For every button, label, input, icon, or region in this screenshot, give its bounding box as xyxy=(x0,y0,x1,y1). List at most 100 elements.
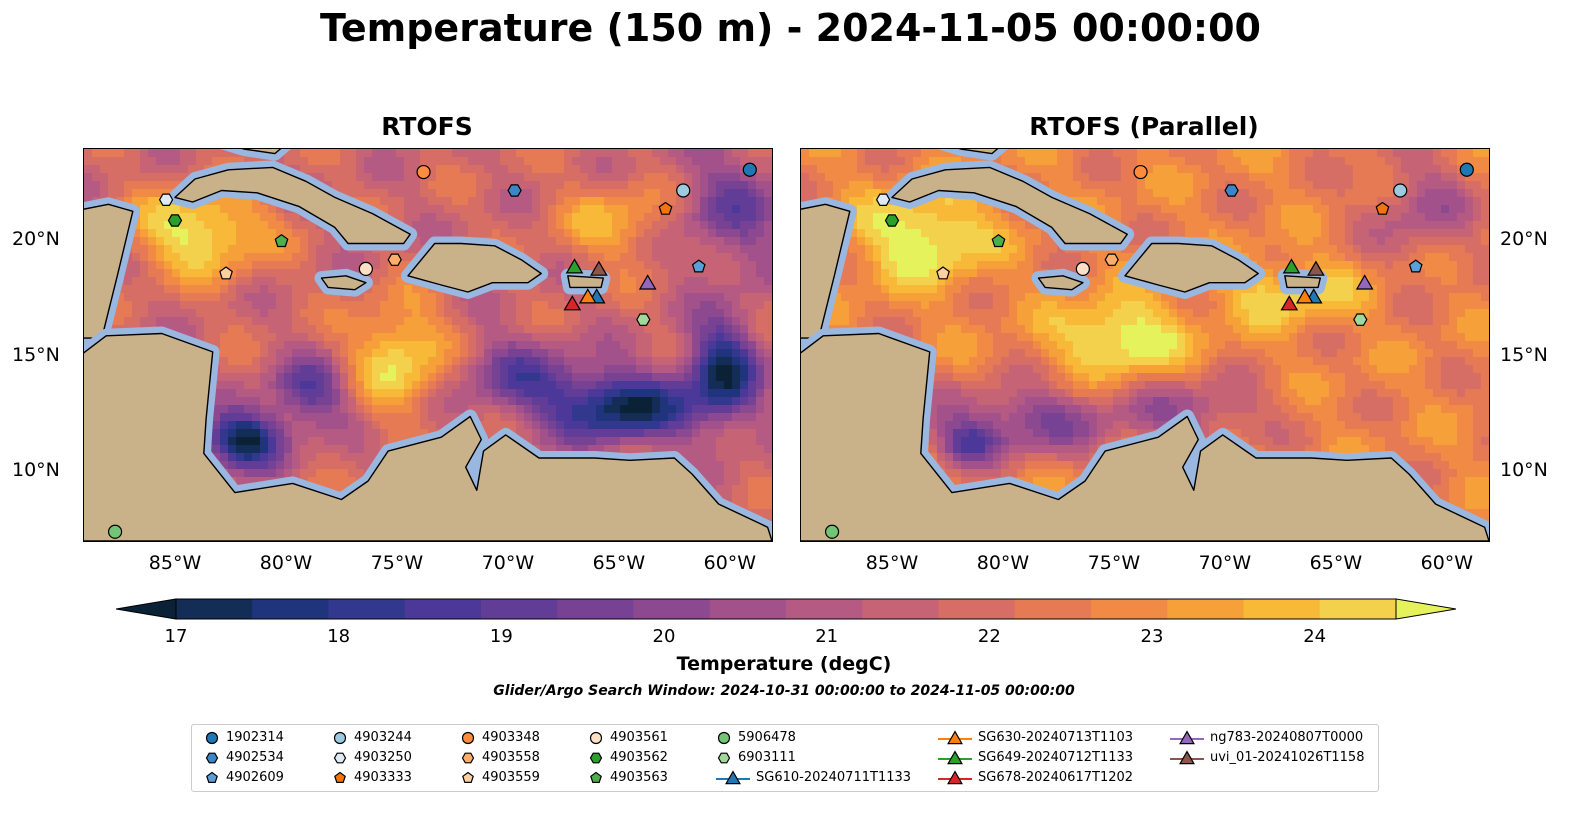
colorbar-tick-label: 24 xyxy=(1303,626,1327,647)
lon-tick-label: 70°W xyxy=(1198,552,1252,574)
lon-tick-label: 65°W xyxy=(1309,552,1363,574)
marker-4903561 xyxy=(358,261,373,277)
legend-label: 5906478 xyxy=(738,729,796,745)
land-florida xyxy=(220,149,291,161)
legend-label: ng783-20240807T0000 xyxy=(1210,729,1364,745)
legend-marker-triangle-icon xyxy=(938,770,972,785)
marker-4903563 xyxy=(274,233,289,248)
legend-marker-icon xyxy=(461,731,475,745)
marker-6903111 xyxy=(1353,313,1368,326)
lon-tick-label: 75°W xyxy=(370,552,424,574)
legend-item: 4903333 xyxy=(332,768,412,786)
legend-item: 4903348 xyxy=(460,728,540,746)
marker-4903562 xyxy=(167,214,183,227)
land-cuba xyxy=(885,160,1135,251)
marker-4903348 xyxy=(416,164,431,180)
panel-title-rtofs: RTOFS xyxy=(381,112,473,141)
colorbar-tick-label: 21 xyxy=(815,626,839,647)
marker-SG649-20240712T1133 xyxy=(1282,258,1301,274)
legend-marker-triangle-icon xyxy=(1170,730,1204,745)
colorbar-tick-label: 18 xyxy=(327,626,351,647)
legend-marker-icon xyxy=(334,771,346,783)
legend-marker-hexagon-icon xyxy=(205,752,219,764)
legend-marker-hexagon-icon xyxy=(461,752,475,764)
legend-label: SG649-20240712T1133 xyxy=(978,749,1134,765)
legend-item: 4902534 xyxy=(204,748,284,766)
marker-4902609 xyxy=(1408,259,1423,273)
lat-tick-label: 10°N xyxy=(12,458,60,481)
legend-item: 1902314 xyxy=(204,728,284,746)
legend-label: SG610-20240711T1133 xyxy=(756,769,912,785)
land-yucatan xyxy=(84,197,140,346)
colorbar xyxy=(115,598,1457,620)
marker-4903333 xyxy=(658,201,673,215)
legend-item: 4903562 xyxy=(588,748,668,766)
legend-marker-triangle-icon xyxy=(938,730,972,745)
legend-label: 4902534 xyxy=(226,749,284,765)
marker-1902314 xyxy=(742,162,757,177)
legend-item: 4903563 xyxy=(588,768,668,786)
legend-marker-hexagon-icon xyxy=(333,752,347,764)
legend-label: 4903559 xyxy=(482,769,540,785)
marker-4903348 xyxy=(1133,164,1148,180)
legend-item: SG649-20240712T1133 xyxy=(938,748,1133,766)
legend-label: SG678-20240617T1202 xyxy=(978,769,1134,785)
legend-marker-icon xyxy=(1179,730,1195,745)
legend-marker-icon xyxy=(333,731,347,745)
legend-label: 4903333 xyxy=(354,769,412,785)
legend-label: 6903111 xyxy=(738,749,796,765)
marker-ng783-20240807T0000 xyxy=(1355,274,1374,290)
marker-4903244 xyxy=(676,183,691,198)
marker-4903250 xyxy=(158,193,174,207)
legend-label: SG630-20240713T1103 xyxy=(978,729,1134,745)
lon-tick-label: 75°W xyxy=(1087,552,1141,574)
legend-label: 4903562 xyxy=(610,749,668,765)
land-hispaniola xyxy=(1118,236,1266,299)
marker-4903558 xyxy=(1104,253,1119,266)
legend-marker-circle-icon xyxy=(205,731,219,745)
legend-marker-icon xyxy=(206,771,218,783)
marker-SG630-20240713T1103 xyxy=(578,288,597,304)
land-hispaniola xyxy=(401,236,549,299)
legend-item: 6903111 xyxy=(716,748,796,766)
legend-marker-triangle-icon xyxy=(716,770,750,785)
legend-label: 4903558 xyxy=(482,749,540,765)
legend-marker-pentagon-icon xyxy=(334,771,346,783)
marker-4903558 xyxy=(387,253,402,266)
map-panel-rtofs xyxy=(83,148,773,542)
lon-tick-label: 60°W xyxy=(1420,552,1474,574)
legend-item: 4903250 xyxy=(332,748,412,766)
legend-marker-icon xyxy=(205,731,219,745)
marker-SG678-20240617T1202 xyxy=(1280,295,1299,311)
land-southAmerica xyxy=(84,326,772,541)
lat-tick-label: 20°N xyxy=(12,228,60,251)
marker-4903563 xyxy=(991,233,1006,248)
legend-item: SG630-20240713T1103 xyxy=(938,728,1133,746)
marker-5906478 xyxy=(824,524,840,539)
lon-tick-label: 60°W xyxy=(703,552,757,574)
legend-item: 4903559 xyxy=(460,768,540,786)
legend-marker-icon xyxy=(205,752,219,764)
legend-marker-pentagon-icon xyxy=(462,771,474,783)
land-jamaica xyxy=(314,268,373,297)
marker-4903559 xyxy=(936,266,950,280)
lat-tick-label: 10°N xyxy=(1500,458,1548,481)
search-window-caption: Glider/Argo Search Window: 2024-10-31 00… xyxy=(493,683,1075,699)
legend-label: 4903250 xyxy=(354,749,412,765)
legend-marker-icon xyxy=(1179,750,1195,765)
legend-item: SG678-20240617T1202 xyxy=(938,768,1133,786)
land-southAmerica xyxy=(801,326,1489,541)
marker-6903111 xyxy=(636,313,651,326)
legend-item: uvi_01-20241026T1158 xyxy=(1170,748,1364,766)
lat-tick-label: 15°N xyxy=(12,343,60,366)
legend: 1902314 4902534 4902609 4903244 4903250 49033… xyxy=(191,724,1379,792)
lat-tick-label: 20°N xyxy=(1500,228,1548,251)
marker-4902534 xyxy=(507,184,522,197)
marker-4903244 xyxy=(1393,183,1408,198)
legend-marker-icon xyxy=(589,731,603,745)
legend-item: SG610-20240711T1133 xyxy=(716,768,911,786)
legend-label: 4903563 xyxy=(610,769,668,785)
lat-tick-label: 15°N xyxy=(1500,343,1548,366)
legend-item: 4903244 xyxy=(332,728,412,746)
legend-marker-icon xyxy=(461,752,475,764)
